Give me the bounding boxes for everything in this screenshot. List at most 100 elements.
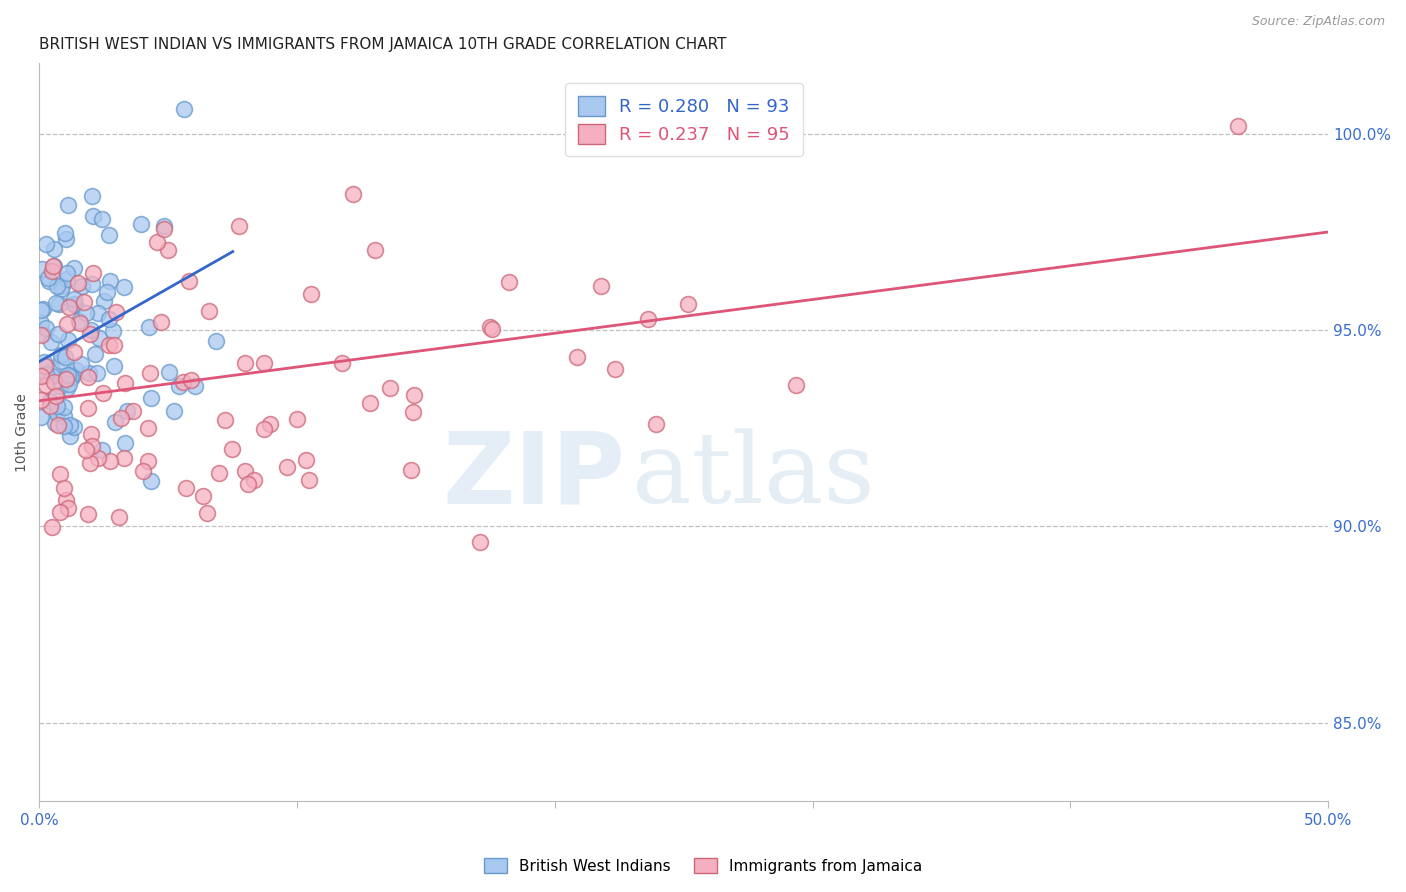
Point (35, 367, 58, 381)
Legend: R = 0.280   N = 93, R = 0.237   N = 95: R = 0.280 N = 93, R = 0.237 N = 95 (565, 83, 803, 156)
Point (173, 102, 195, 116)
Point (80, 277, 103, 292)
Point (46, 327, 69, 342)
Point (180, 373, 202, 387)
Point (67, 314, 90, 328)
Point (59, 369, 82, 384)
Point (80, 439, 103, 453)
Point (37, 270, 59, 285)
Point (221, 442, 243, 457)
Point (49, 505, 72, 519)
Point (97, 228, 120, 243)
Point (48, 296, 70, 310)
Point (32, 327, 55, 342)
Point (470, 535, 492, 549)
Point (342, 186, 364, 201)
Point (45, 389, 67, 403)
Point (58, 300, 80, 314)
Point (77, 369, 100, 384)
Point (35, 236, 58, 251)
Point (32, 368, 55, 382)
Point (114, 376, 136, 390)
Point (167, 378, 190, 392)
Point (359, 396, 381, 410)
Point (70, 357, 93, 371)
Point (30, 392, 52, 407)
Point (80, 323, 103, 337)
Point (73, 295, 96, 310)
Point (46, 417, 69, 432)
Point (115, 404, 138, 418)
Point (42, 376, 65, 390)
Point (295, 453, 318, 467)
Point (110, 410, 132, 425)
Point (150, 315, 173, 329)
Point (35, 377, 58, 392)
Point (139, 474, 162, 488)
Point (191, 489, 214, 503)
Point (49, 282, 72, 296)
Point (591, 279, 613, 293)
Point (44, 416, 66, 430)
Point (77, 507, 100, 521)
Point (44, 242, 66, 256)
Point (122, 403, 145, 417)
Point (30, 302, 52, 317)
Text: Source: ZipAtlas.com: Source: ZipAtlas.com (1251, 15, 1385, 29)
Point (139, 367, 162, 381)
Point (49, 467, 72, 481)
Point (38, 274, 60, 288)
Point (233, 464, 256, 478)
Point (56, 368, 79, 382)
Point (56, 381, 79, 395)
Point (41, 520, 63, 534)
Point (35, 321, 58, 335)
Text: ZIP: ZIP (443, 428, 626, 524)
Point (163, 403, 186, 417)
Point (364, 244, 387, 258)
Point (53, 401, 76, 415)
Point (479, 320, 502, 334)
Point (39, 399, 62, 413)
Point (45, 399, 67, 413)
Point (198, 304, 221, 318)
Point (65, 298, 87, 312)
Point (785, 378, 807, 392)
Point (34, 359, 56, 374)
Point (678, 296, 700, 310)
Point (75, 306, 97, 320)
Point (238, 476, 260, 491)
Point (51, 279, 73, 293)
Legend: British West Indians, Immigrants from Jamaica: British West Indians, Immigrants from Ja… (478, 852, 928, 880)
Point (32, 355, 55, 369)
Point (58, 333, 80, 347)
Point (56, 272, 79, 286)
Point (41, 263, 63, 277)
Point (380, 381, 402, 395)
Point (605, 361, 627, 376)
Point (138, 421, 160, 435)
Point (65, 363, 87, 377)
Point (139, 391, 162, 405)
Point (132, 464, 155, 478)
Point (108, 510, 131, 524)
Point (172, 375, 194, 389)
Point (184, 379, 207, 393)
Point (214, 413, 236, 427)
Point (91, 443, 114, 458)
Point (86, 367, 108, 381)
Point (55, 493, 77, 508)
Point (96, 285, 118, 299)
Point (156, 243, 179, 257)
Point (69, 316, 91, 330)
Point (98, 311, 121, 326)
Point (298, 473, 321, 487)
Y-axis label: 10th Grade: 10th Grade (15, 392, 30, 472)
Point (75, 443, 97, 458)
Point (66, 277, 89, 291)
Point (1226, 119, 1249, 133)
Point (565, 350, 588, 364)
Point (146, 235, 169, 249)
Point (79, 456, 101, 470)
Point (195, 506, 218, 520)
